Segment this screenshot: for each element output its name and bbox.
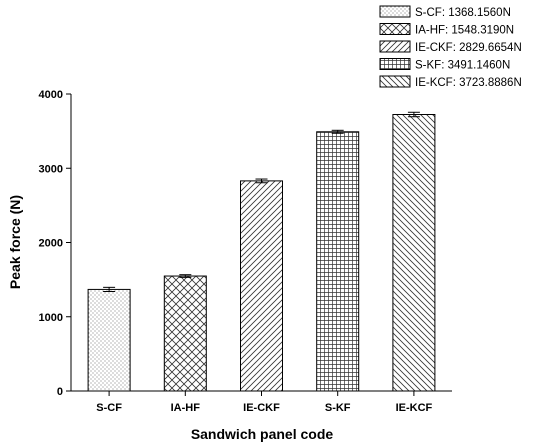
x-tick-label: IE-KCF: [396, 402, 433, 414]
legend-swatch-ia-hf: [379, 23, 411, 35]
error-bar-s-kf: [331, 129, 344, 134]
error-bar-ie-ckf: [255, 178, 268, 184]
error-bar-s-cf: [103, 286, 116, 292]
x-tick-label: S-CF: [96, 402, 122, 414]
y-tick-label: 1000: [39, 312, 63, 324]
error-bar-ie-kcf: [407, 111, 420, 118]
x-tick-label: IE-CKF: [243, 402, 280, 414]
x-axis-title: Sandwich panel code: [191, 426, 334, 442]
x-tick-label: IA-HF: [171, 402, 201, 414]
legend-label-ie-kcf: IE-KCF: 3723.8886N: [415, 77, 522, 89]
legend-swatch-ie-ckf: [379, 40, 411, 53]
legend-swatch-s-kf: [379, 58, 411, 70]
bar-s-cf: [87, 288, 131, 392]
legend-label-s-cf: S-CF: 1368.1560N: [415, 7, 511, 19]
legend-swatch-ie-kcf: [379, 75, 411, 88]
y-tick-label: 0: [57, 386, 63, 398]
legend: S-CF: 1368.1560N IA-HF: 1548.3190N IE-CKF:…: [379, 5, 522, 89]
y-tick-label: 3000: [39, 163, 63, 175]
plot-area: 0 1000 2000 3000 4000 S-CF IA-HF IE-CKF S-KF IE-…: [39, 89, 452, 414]
bar-ie-ckf: [240, 180, 283, 392]
legend-label-ia-hf: IA-HF: 1548.3190N: [415, 25, 514, 37]
x-ticks: S-CF IA-HF IE-CKF S-KF IE-KCF: [96, 391, 433, 414]
y-axis-title: Peak force (N): [7, 195, 23, 289]
x-tick-label: S-KF: [325, 402, 351, 414]
legend-swatch-s-cf: [379, 5, 411, 18]
error-bar-ia-hf: [179, 274, 192, 278]
legend-label-s-kf: S-KF: 3491.1460N: [415, 60, 510, 72]
bar-ie-kcf: [392, 114, 436, 392]
y-tick-label: 4000: [39, 89, 63, 101]
y-tick-label: 2000: [39, 238, 63, 250]
y-ticks: 0 1000 2000 3000 4000: [39, 89, 71, 398]
bar-ia-hf: [163, 275, 207, 392]
bar-s-kf: [316, 131, 360, 392]
bars: [87, 111, 436, 392]
legend-label-ie-ckf: IE-CKF: 2829.6654N: [415, 42, 522, 54]
